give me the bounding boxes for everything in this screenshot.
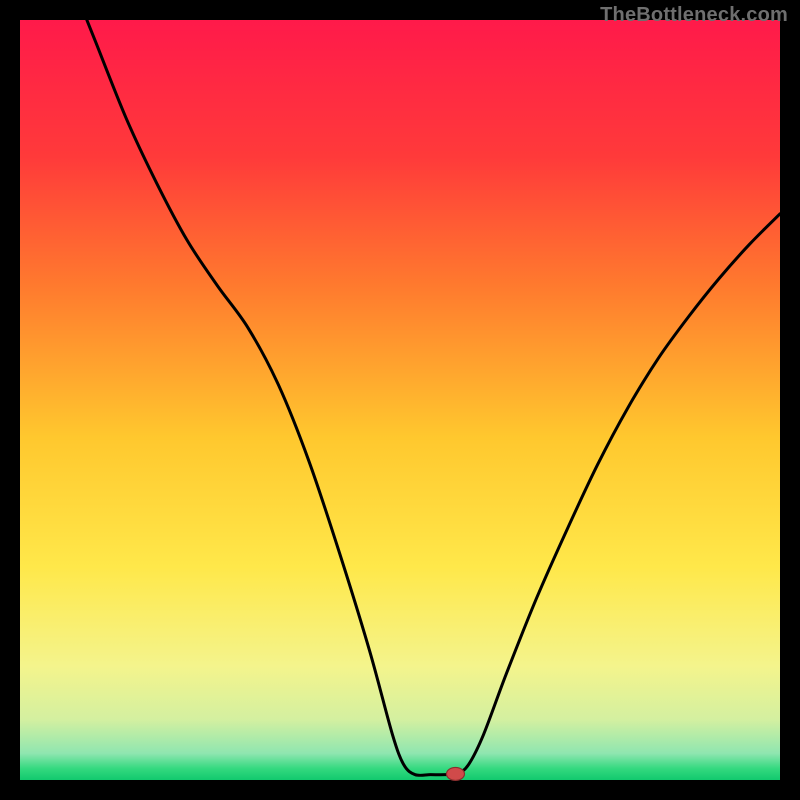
bottleneck-marker (446, 767, 464, 780)
chart-stage: TheBottleneck.com (0, 0, 800, 800)
watermark-text: TheBottleneck.com (600, 4, 788, 27)
bottleneck-chart (0, 0, 800, 800)
